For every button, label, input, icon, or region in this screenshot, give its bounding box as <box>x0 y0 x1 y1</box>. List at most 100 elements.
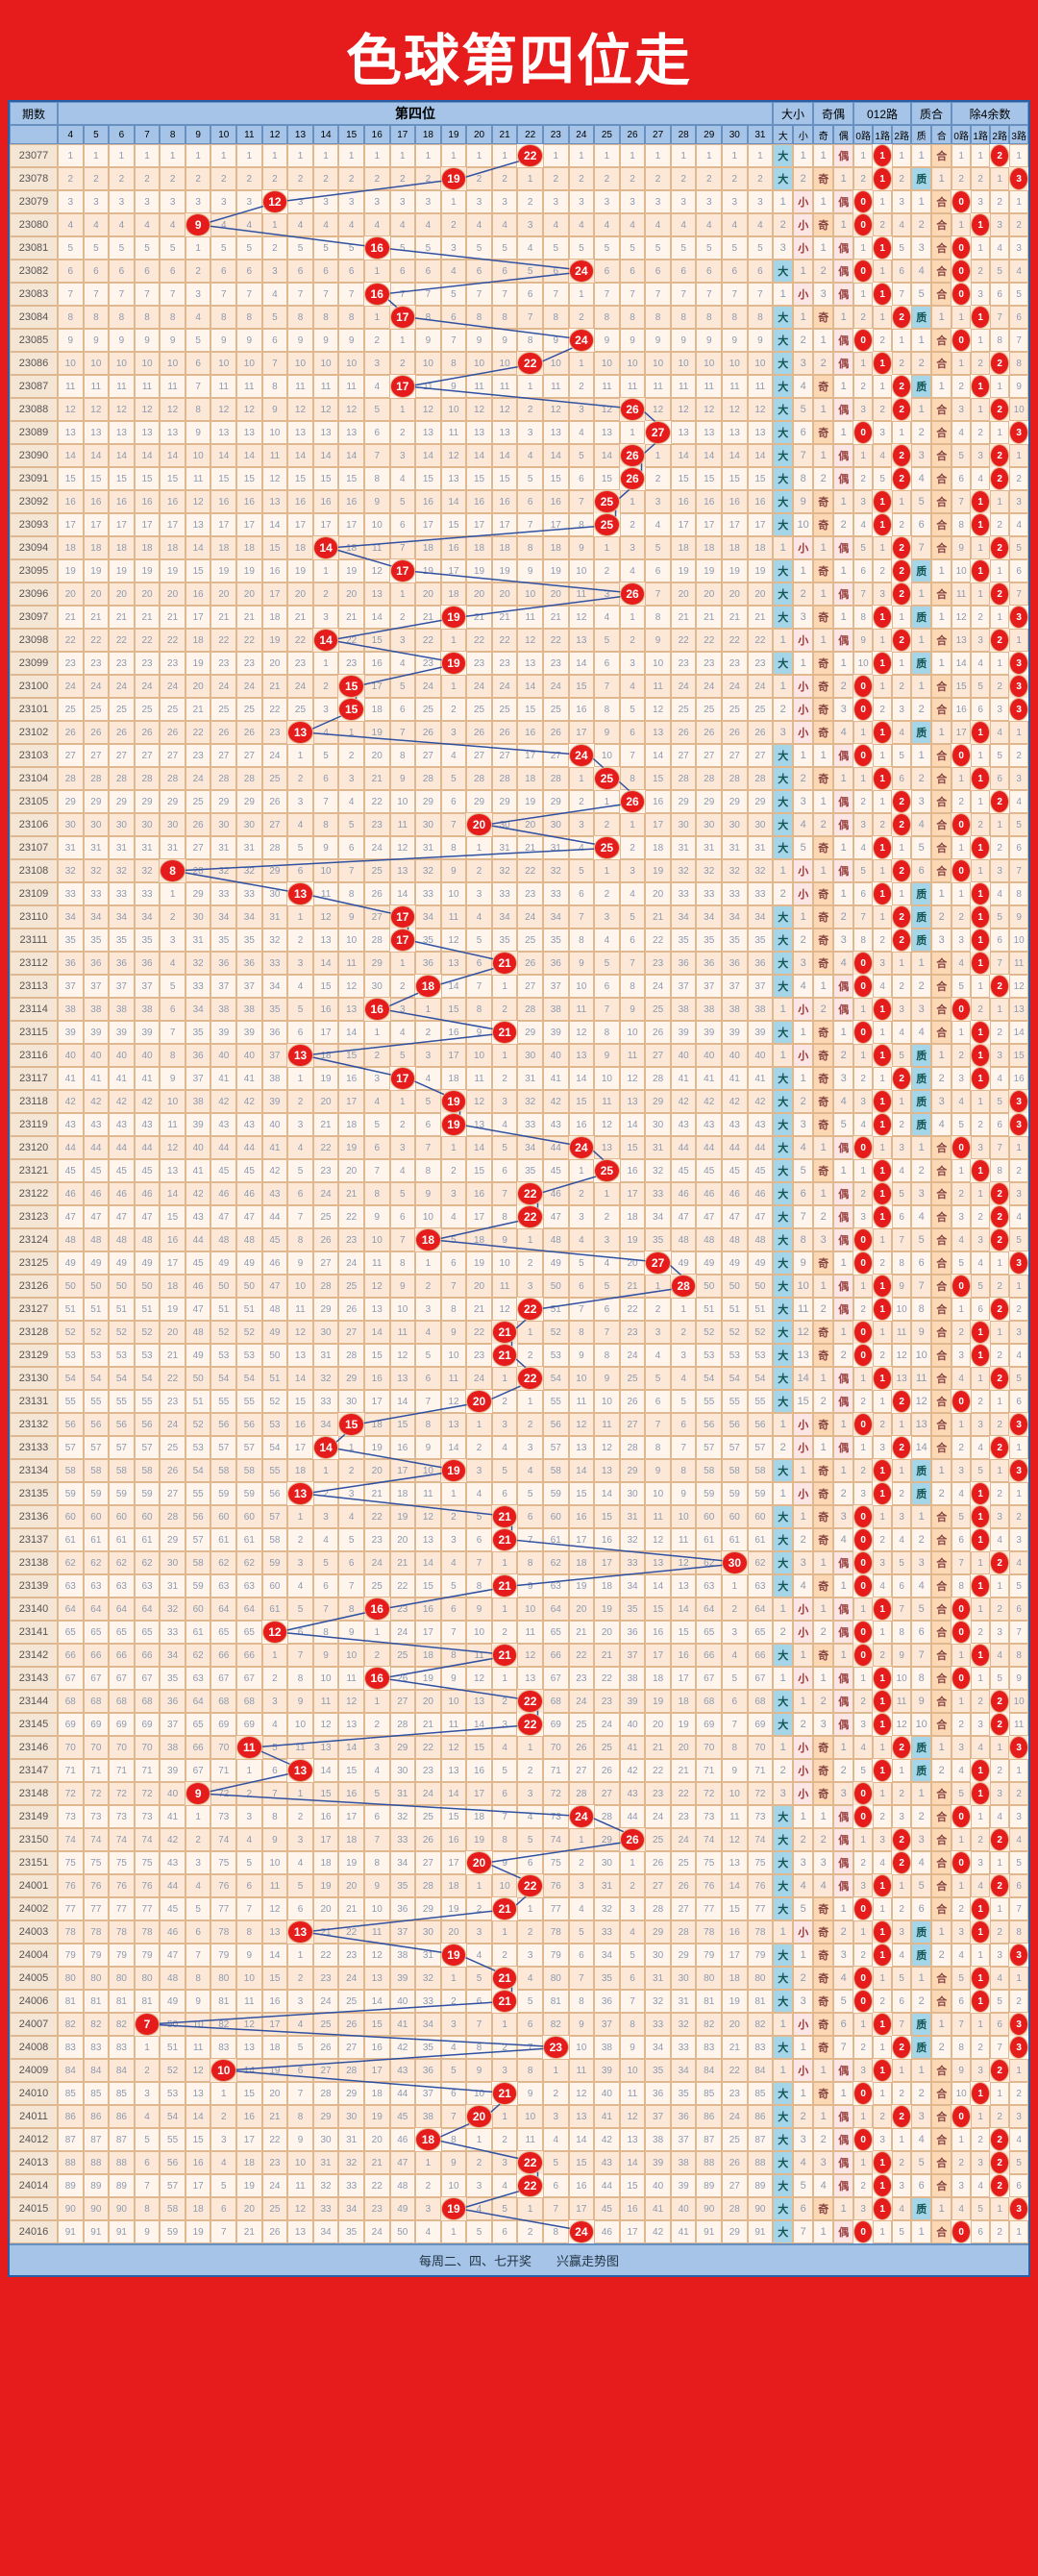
miss-cell: 1 <box>364 1621 390 1644</box>
miss-cell: 25 <box>722 2128 748 2151</box>
r012-hit: 1 <box>873 652 892 675</box>
miss-cell: 3 <box>364 190 390 213</box>
miss-cell: 55 <box>236 1390 262 1413</box>
miss-cell: 30 <box>185 905 211 929</box>
miss-cell: 30 <box>517 1044 543 1067</box>
miss-cell: 3 <box>185 1851 211 1874</box>
miss-cell: 2 <box>390 975 416 998</box>
miss-cell: 4 <box>722 1644 748 1667</box>
miss-cell: 4 <box>492 2174 518 2197</box>
xiao-cell: 小 <box>793 1598 813 1621</box>
miss-cell: 29 <box>748 790 774 813</box>
miss-cell: 12 <box>441 929 467 952</box>
miss-cell: 2 <box>569 306 595 329</box>
mod4-hit: 0 <box>952 1667 971 1690</box>
miss-cell: 21 <box>58 606 84 629</box>
miss-cell: 3 <box>185 283 211 306</box>
xiao-cell: 小 <box>793 1920 813 1944</box>
miss-cell: 25 <box>58 698 84 721</box>
ou-cell: 偶 <box>833 190 853 213</box>
miss-cell: 75 <box>109 1851 135 1874</box>
miss-cell: 36 <box>109 952 135 975</box>
miss-cell: 2 <box>236 167 262 190</box>
mod4-hit: 0 <box>952 859 971 882</box>
miss-cell: 83 <box>210 2036 236 2059</box>
ji-cell: 奇 <box>813 490 833 513</box>
miss-cell: 66 <box>135 1644 161 1667</box>
data-row: 2310731313131312731312859624123181312131… <box>10 836 1028 859</box>
miss-cell: 2 <box>517 1759 543 1782</box>
mod4-hit: 0 <box>952 283 971 306</box>
miss-cell: 12 <box>58 398 84 421</box>
miss-cell: 35 <box>262 998 288 1021</box>
miss-cell: 4 <box>645 513 671 536</box>
miss-cell: 10 <box>517 582 543 606</box>
miss-cell: 13 <box>84 421 110 444</box>
xiao-cell: 小 <box>793 1413 813 1436</box>
r012-hit: 2 <box>892 790 911 813</box>
miss-cell: 57 <box>84 1436 110 1459</box>
miss-cell: 24 <box>313 1182 339 1205</box>
miss-cell: 23 <box>109 652 135 675</box>
miss-cell: 3 <box>645 190 671 213</box>
miss-cell: 10 <box>313 1667 339 1690</box>
miss-cell: 73 <box>84 1805 110 1828</box>
miss-cell: 22 <box>109 629 135 652</box>
miss-cell: 20 <box>696 582 722 606</box>
miss-cell: 3 <box>287 1990 313 2013</box>
miss-cell: 9 <box>160 329 185 352</box>
miss-cell: 46 <box>722 1182 748 1205</box>
miss-cell: 9 <box>236 329 262 352</box>
miss-cell: 86 <box>58 2105 84 2128</box>
miss-cell: 19 <box>364 2105 390 2128</box>
he-cell: 合 <box>931 236 952 260</box>
zhi-cell: 质 <box>911 1113 931 1136</box>
miss-cell: 4 <box>160 952 185 975</box>
miss-cell: 7 <box>338 859 364 882</box>
miss-cell: 12 <box>671 398 697 421</box>
r012-hit: 0 <box>853 1782 873 1805</box>
miss-cell: 31 <box>236 836 262 859</box>
miss-cell: 5 <box>594 629 620 652</box>
data-row: 2400580808080488801015223241339321521480… <box>10 1967 1028 1990</box>
miss-cell: 71 <box>696 1759 722 1782</box>
hit-ball: 12 <box>262 190 288 213</box>
miss-cell: 14 <box>415 1551 441 1574</box>
miss-cell: 8 <box>645 606 671 629</box>
mod4-hit: 3 <box>1009 2197 1028 2220</box>
da-cell: 大 <box>773 905 793 929</box>
miss-cell: 54 <box>84 1367 110 1390</box>
miss-cell: 46 <box>671 1182 697 1205</box>
miss-cell: 26 <box>748 721 774 744</box>
miss-cell: 74 <box>58 1828 84 1851</box>
miss-cell: 23 <box>620 1321 646 1344</box>
miss-cell: 11 <box>594 1413 620 1436</box>
miss-cell: 7 <box>210 283 236 306</box>
hit-ball: 9 <box>185 213 211 236</box>
mod4-hit: 2 <box>990 398 1009 421</box>
miss-cell: 30 <box>313 2128 339 2151</box>
miss-cell: 10 <box>594 1390 620 1413</box>
issue-cell: 23091 <box>10 467 58 490</box>
miss-cell: 2 <box>287 767 313 790</box>
miss-cell: 18 <box>58 536 84 559</box>
miss-cell: 25 <box>262 767 288 790</box>
miss-cell: 58 <box>210 1459 236 1482</box>
da-cell: 大 <box>773 929 793 952</box>
miss-cell: 9 <box>364 490 390 513</box>
miss-cell: 9 <box>313 1644 339 1667</box>
miss-cell: 44 <box>84 1136 110 1159</box>
mod4-hit: 1 <box>971 1782 990 1805</box>
miss-cell: 13 <box>160 1159 185 1182</box>
miss-cell: 7 <box>135 283 161 306</box>
miss-cell: 44 <box>185 1228 211 1251</box>
miss-cell: 86 <box>696 2105 722 2128</box>
miss-cell: 29 <box>415 1897 441 1920</box>
miss-cell: 12 <box>364 1275 390 1298</box>
miss-cell: 59 <box>109 1482 135 1505</box>
he-cell: 合 <box>931 329 952 352</box>
miss-cell: 42 <box>620 1759 646 1782</box>
r012-hit: 1 <box>873 767 892 790</box>
miss-cell: 4 <box>84 213 110 236</box>
miss-cell: 16 <box>109 490 135 513</box>
